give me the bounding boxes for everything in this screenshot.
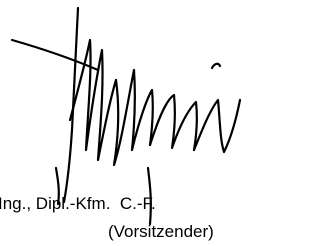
signature-stroke	[194, 100, 240, 152]
signature-stroke	[148, 168, 151, 224]
signature-stroke	[64, 8, 78, 202]
signature-stroke	[150, 95, 197, 150]
signature-stroke	[70, 40, 116, 160]
page: Ing., Dipl.-Kfm. C.-F. (Vorsitzender) ((…	[0, 0, 245, 246]
signature-stroke	[114, 70, 153, 165]
signature-stroke	[212, 64, 220, 68]
signature-stroke	[56, 168, 59, 204]
signature	[0, 0, 245, 246]
